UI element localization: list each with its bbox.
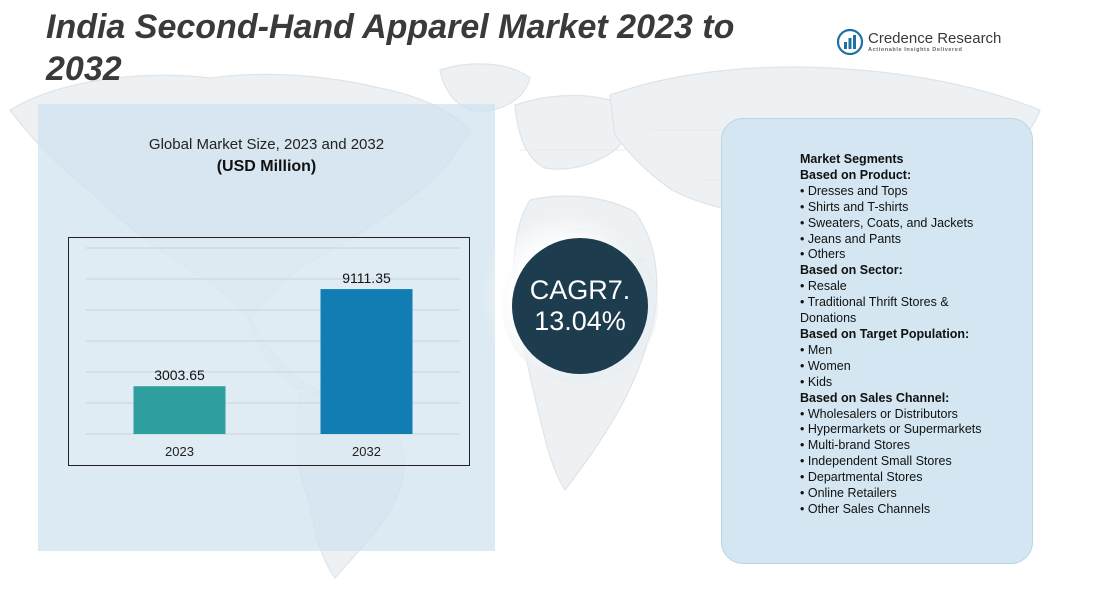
bar-value-label: 3003.65: [154, 367, 205, 383]
segment-item: • Traditional Thrift Stores &: [800, 295, 949, 310]
segment-item: • Women: [800, 358, 851, 373]
segment-heading: Market Segments: [800, 152, 904, 166]
bar-2023: [133, 386, 226, 434]
chart-title: Global Market Size, 2023 and 2032: [148, 136, 385, 153]
chart-panel: Global Market Size, 2023 and 2032 (USD M…: [38, 104, 495, 551]
segment-item: • Sweaters, Coats, and Jackets: [800, 215, 974, 230]
segment-item: • Others: [800, 247, 846, 262]
cagr-value: 13.04%: [534, 306, 626, 336]
segment-item: • Other Sales Channels: [800, 501, 931, 516]
bar-chart: 3003.65 2023 9111.35 2032: [68, 237, 470, 466]
segment-item: • Online Retailers: [800, 486, 897, 501]
segment-heading: Based on Target Population:: [800, 326, 970, 341]
segment-item: • Resale: [800, 279, 847, 294]
cagr-badge: CAGR7. 13.04%: [512, 238, 648, 374]
bar-value-label: 9111.35: [342, 270, 391, 286]
chart-unit: (USD Million): [216, 158, 317, 175]
segment-item: • Hypermarkets or Supermarkets: [800, 422, 982, 437]
segment-item: Donations: [800, 311, 857, 326]
x-tick-label: 2023: [165, 444, 194, 459]
segment-heading: Based on Sector:: [800, 263, 903, 278]
x-tick-label: 2032: [352, 444, 381, 459]
bar-2032: [320, 289, 413, 434]
cagr-label: CAGR7.: [529, 275, 631, 305]
segment-item: • Men: [800, 342, 833, 357]
bar-chart-circle-icon: [836, 28, 864, 56]
page-title: India Second-Hand Apparel Market 2023 to…: [46, 8, 735, 88]
segment-item: • Wholesalers or Distributors: [800, 406, 958, 421]
market-segments-list: Market Segments Based on Product: • Dresse…: [800, 152, 982, 518]
segment-item: • Independent Small Stores: [800, 454, 952, 469]
greenland-shape: [439, 63, 531, 113]
segment-item: • Jeans and Pants: [800, 231, 901, 246]
segment-item: • Shirts and T-shirts: [800, 199, 909, 214]
segment-heading: Based on Product:: [800, 167, 912, 182]
market-segments-panel: Market Segments Based on Product: • Dresse…: [721, 118, 1033, 564]
segment-heading: Based on Sales Channel:: [800, 390, 950, 405]
segment-item: • Departmental Stores: [800, 470, 923, 485]
company-logo: Credence Research Actionable Insights De…: [836, 28, 1016, 58]
logo-name: Credence Research: [868, 30, 1002, 47]
segment-item: • Dresses and Tops: [800, 183, 908, 198]
segment-item: • Kids: [800, 374, 833, 389]
segment-item: • Multi-brand Stores: [800, 438, 910, 453]
europe-shape: [514, 94, 628, 170]
logo-tagline: Actionable Insights Delivered: [868, 47, 963, 53]
